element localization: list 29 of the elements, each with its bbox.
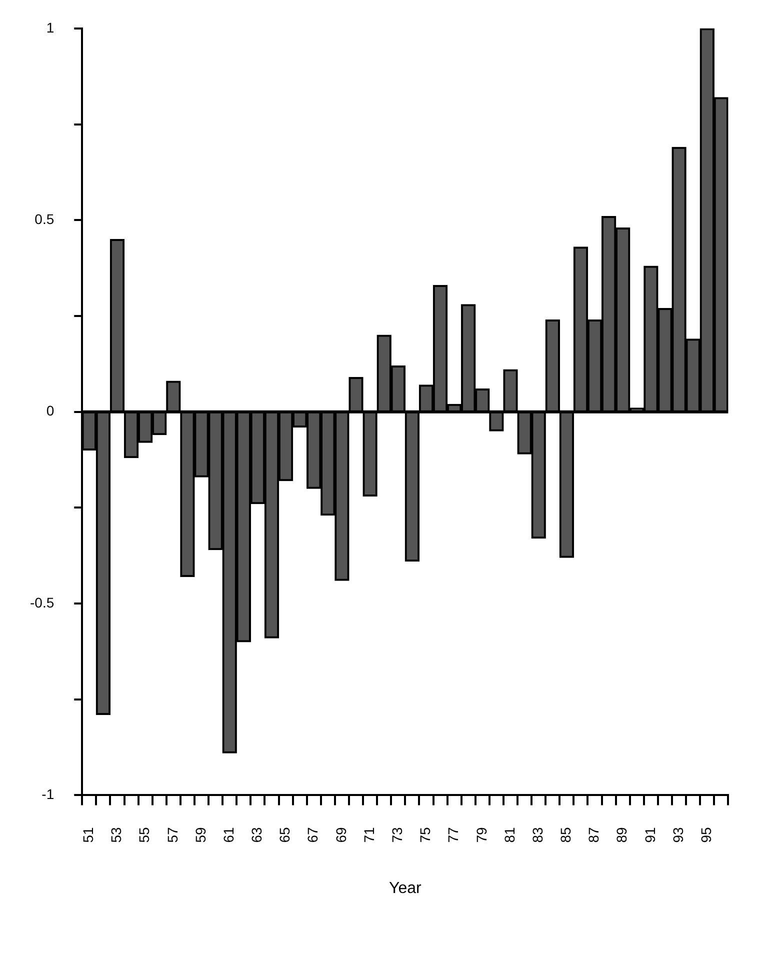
x-tick-label: 75 bbox=[417, 827, 434, 843]
x-tick-label: 63 bbox=[248, 827, 265, 843]
x-tick-label: 91 bbox=[642, 827, 658, 843]
x-tick-label: 85 bbox=[558, 827, 574, 843]
x-tick-label: 73 bbox=[389, 827, 405, 843]
y-tick-label: 0.5 bbox=[34, 210, 54, 227]
y-tick-label: 1 bbox=[46, 19, 54, 36]
x-tick-label: 53 bbox=[108, 827, 124, 843]
x-tick-label: 79 bbox=[473, 827, 490, 843]
x-tick-label: 87 bbox=[586, 827, 602, 843]
x-tick-label: 83 bbox=[529, 827, 546, 843]
x-tick-label: 69 bbox=[332, 827, 349, 843]
x-tick-label: 93 bbox=[670, 827, 686, 843]
x-tick-label: 81 bbox=[501, 827, 518, 843]
x-tick-label: 89 bbox=[614, 827, 630, 843]
x-tick-label: 67 bbox=[304, 827, 321, 843]
y-tick-label: 0 bbox=[46, 402, 54, 419]
x-tick-label: 55 bbox=[136, 827, 152, 843]
x-tick-label: 77 bbox=[445, 827, 462, 843]
x-tick-label: 59 bbox=[192, 827, 208, 843]
x-tick-label: 65 bbox=[276, 827, 293, 843]
x-tick-label: 95 bbox=[698, 827, 714, 843]
y-tick-label: -1 bbox=[42, 786, 54, 802]
y-tick-label: -0.5 bbox=[30, 594, 54, 610]
x-axis-title: Year bbox=[389, 880, 422, 897]
x-tick-label: 51 bbox=[80, 827, 96, 843]
x-tick-label: 61 bbox=[220, 827, 236, 843]
x-tick-label: 57 bbox=[164, 827, 180, 843]
x-tick-label: 71 bbox=[360, 827, 377, 843]
